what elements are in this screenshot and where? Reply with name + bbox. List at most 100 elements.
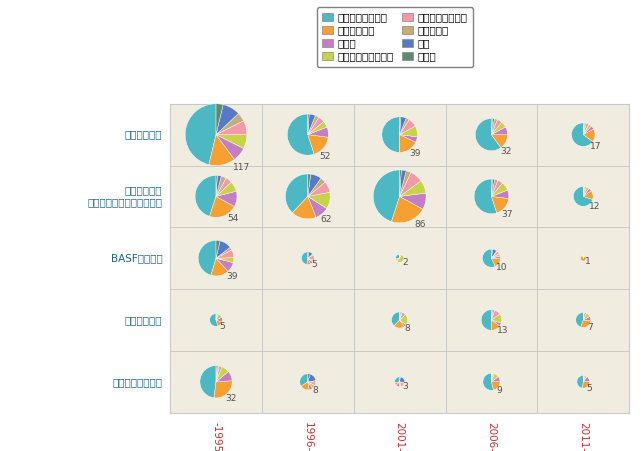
Text: 7: 7 — [587, 323, 593, 332]
Wedge shape — [308, 115, 319, 134]
Wedge shape — [308, 197, 327, 217]
Wedge shape — [492, 180, 503, 197]
Wedge shape — [216, 250, 234, 258]
Wedge shape — [216, 258, 233, 272]
Wedge shape — [584, 256, 585, 258]
Wedge shape — [399, 172, 421, 197]
Wedge shape — [571, 123, 593, 147]
Wedge shape — [397, 254, 404, 262]
Wedge shape — [308, 114, 315, 134]
Wedge shape — [584, 316, 591, 321]
Text: 32: 32 — [225, 394, 236, 403]
Text: 117: 117 — [233, 162, 250, 171]
Wedge shape — [308, 252, 313, 258]
Wedge shape — [583, 191, 593, 199]
Wedge shape — [399, 181, 426, 197]
Wedge shape — [308, 121, 327, 134]
Wedge shape — [216, 135, 243, 159]
Wedge shape — [396, 258, 399, 261]
Wedge shape — [216, 247, 232, 258]
Wedge shape — [308, 192, 330, 208]
Wedge shape — [492, 377, 500, 382]
Wedge shape — [308, 117, 324, 134]
Wedge shape — [474, 179, 497, 214]
Wedge shape — [394, 320, 404, 328]
Wedge shape — [216, 313, 217, 320]
Wedge shape — [216, 367, 229, 382]
Text: 3: 3 — [403, 382, 408, 391]
Wedge shape — [308, 374, 316, 382]
Wedge shape — [492, 373, 494, 382]
Wedge shape — [216, 175, 218, 197]
Wedge shape — [399, 118, 409, 135]
Wedge shape — [216, 313, 217, 320]
Wedge shape — [399, 377, 404, 382]
Wedge shape — [210, 313, 218, 327]
Wedge shape — [399, 171, 411, 197]
Wedge shape — [395, 254, 399, 258]
Wedge shape — [216, 178, 231, 197]
Wedge shape — [198, 240, 216, 275]
Wedge shape — [308, 374, 310, 382]
Wedge shape — [216, 258, 234, 263]
Wedge shape — [582, 255, 584, 258]
Text: トヨタ自動車: トヨタ自動車 — [125, 315, 162, 325]
Wedge shape — [308, 258, 314, 262]
Wedge shape — [399, 117, 406, 135]
Wedge shape — [308, 114, 309, 134]
Wedge shape — [392, 197, 423, 223]
Text: 5: 5 — [220, 322, 225, 331]
Wedge shape — [286, 174, 308, 213]
Wedge shape — [216, 372, 232, 382]
Text: 86: 86 — [414, 220, 426, 229]
Wedge shape — [373, 170, 399, 221]
Text: 37: 37 — [501, 210, 512, 219]
Wedge shape — [216, 366, 219, 382]
Wedge shape — [492, 119, 494, 134]
Wedge shape — [492, 382, 500, 390]
Wedge shape — [491, 310, 499, 320]
Text: 17: 17 — [590, 143, 601, 152]
Wedge shape — [216, 241, 230, 258]
Wedge shape — [399, 126, 417, 137]
Wedge shape — [216, 134, 247, 148]
Wedge shape — [399, 135, 417, 142]
Wedge shape — [214, 381, 232, 398]
Text: BASFグループ: BASFグループ — [110, 253, 162, 263]
Wedge shape — [584, 123, 586, 134]
Wedge shape — [492, 253, 500, 258]
Wedge shape — [492, 251, 498, 258]
Wedge shape — [301, 382, 309, 390]
Wedge shape — [185, 104, 216, 165]
Wedge shape — [491, 310, 494, 320]
Text: 39: 39 — [410, 149, 421, 158]
Wedge shape — [491, 320, 501, 326]
Wedge shape — [200, 366, 216, 398]
Wedge shape — [399, 320, 406, 327]
Wedge shape — [308, 382, 313, 390]
Wedge shape — [492, 119, 498, 134]
Wedge shape — [399, 312, 401, 320]
Wedge shape — [216, 104, 223, 135]
Wedge shape — [492, 249, 496, 258]
Wedge shape — [492, 258, 501, 267]
Wedge shape — [216, 176, 226, 197]
Wedge shape — [399, 117, 401, 135]
Wedge shape — [395, 258, 399, 260]
Wedge shape — [475, 119, 501, 151]
Wedge shape — [216, 114, 243, 135]
Wedge shape — [584, 123, 585, 134]
Wedge shape — [308, 255, 314, 260]
Wedge shape — [308, 174, 321, 197]
Text: 13: 13 — [497, 326, 508, 335]
Text: 1: 1 — [585, 257, 591, 266]
Wedge shape — [382, 117, 399, 152]
Text: 8: 8 — [312, 386, 318, 395]
Wedge shape — [399, 170, 401, 197]
Wedge shape — [308, 381, 316, 382]
Wedge shape — [308, 134, 328, 154]
Text: 32: 32 — [500, 147, 512, 156]
Wedge shape — [582, 382, 589, 388]
Wedge shape — [216, 366, 217, 382]
Wedge shape — [482, 249, 496, 267]
